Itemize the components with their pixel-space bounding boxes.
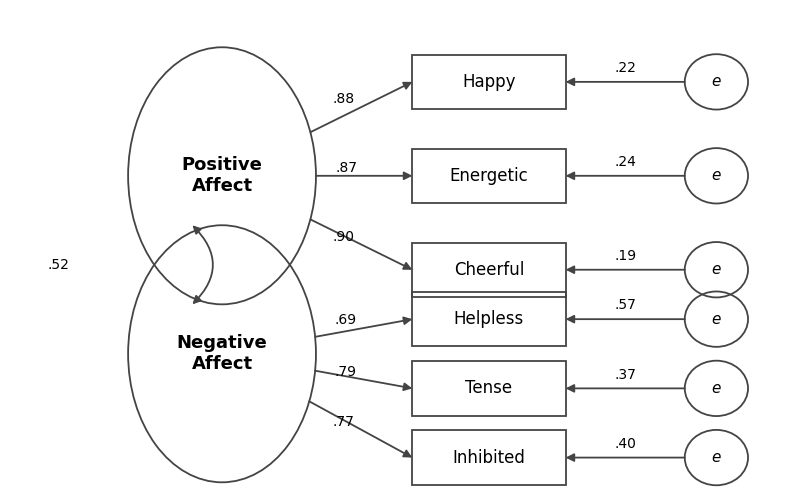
Text: e: e (712, 262, 721, 277)
FancyArrowPatch shape (194, 227, 213, 303)
Text: e: e (712, 381, 721, 396)
Text: Tense: Tense (466, 379, 513, 398)
Text: e: e (712, 450, 721, 465)
Text: .57: .57 (614, 298, 636, 312)
Text: .77: .77 (332, 415, 354, 429)
Text: .19: .19 (614, 249, 636, 263)
Text: .79: .79 (335, 365, 357, 379)
Text: Inhibited: Inhibited (453, 449, 526, 466)
Text: Positive
Affect: Positive Affect (182, 156, 262, 195)
Text: .52: .52 (48, 258, 70, 272)
Text: .90: .90 (333, 230, 354, 244)
Text: .40: .40 (614, 437, 636, 451)
Text: .24: .24 (614, 155, 636, 169)
Text: .88: .88 (333, 92, 354, 106)
Text: Negative
Affect: Negative Affect (177, 335, 267, 373)
Text: .87: .87 (335, 161, 358, 175)
Text: .69: .69 (335, 313, 357, 327)
Text: e: e (712, 168, 721, 184)
Text: Cheerful: Cheerful (454, 261, 524, 279)
Text: .22: .22 (614, 61, 636, 75)
Text: e: e (712, 74, 721, 90)
Text: Happy: Happy (462, 73, 516, 91)
Text: .37: .37 (614, 368, 636, 381)
Text: e: e (712, 311, 721, 327)
Text: Energetic: Energetic (450, 167, 528, 185)
Text: Helpless: Helpless (454, 310, 524, 328)
